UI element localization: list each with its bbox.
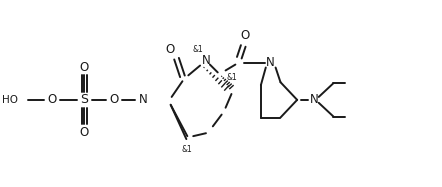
Text: O: O (109, 93, 118, 106)
Text: S: S (80, 93, 88, 106)
Text: O: O (240, 29, 250, 42)
Text: HO: HO (2, 95, 18, 105)
Text: N: N (202, 54, 210, 67)
Text: N: N (139, 93, 148, 106)
Text: &1: &1 (193, 45, 203, 54)
Text: O: O (165, 43, 174, 56)
Text: N: N (267, 56, 275, 69)
Text: O: O (80, 61, 89, 74)
Text: &1: &1 (182, 145, 193, 154)
Text: O: O (80, 126, 89, 139)
Text: N: N (309, 93, 318, 106)
Text: &1: &1 (226, 73, 237, 82)
Text: O: O (47, 93, 57, 106)
